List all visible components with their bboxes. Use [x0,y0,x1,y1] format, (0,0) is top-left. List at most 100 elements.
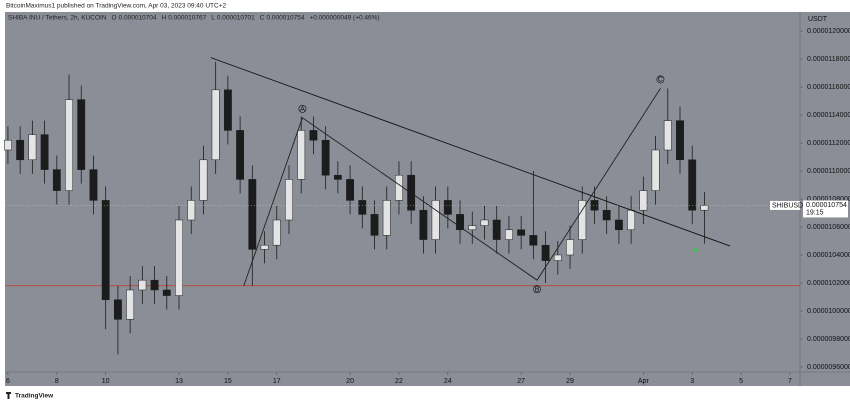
y-tick-label: 0.0000120000 [807,28,850,35]
candle-body [370,214,379,236]
ohlc-legend: H [162,15,167,22]
ohlc-legend: 0.000010767 [168,15,206,22]
candle-body [77,99,86,170]
x-tick-label: 27 [517,378,525,385]
candle-body [150,279,159,291]
x-tick-label: 13 [175,378,183,385]
ohlc-legend: 0.000010704 [119,15,157,22]
x-tick-label: Apr [638,378,650,385]
candle-body [138,279,147,291]
candle-body [419,209,428,240]
candle-body [211,89,220,161]
candle-body [492,219,501,240]
candle-body [297,130,306,180]
candle-body [126,289,135,320]
candle-body [468,225,477,231]
x-tick-label: 5 [739,378,743,385]
candle-body [639,190,648,211]
candle-body [28,134,37,161]
y-tick-label: 0.0000108000 [807,196,850,203]
y-tick-label: 0.0000104000 [807,252,850,259]
candle-body [65,99,73,191]
candle-body [260,244,269,250]
x-tick-label: 17 [273,378,281,385]
wave-label: A [300,106,305,113]
y-tick-label: 0.0000100000 [807,308,850,315]
y-tick-label: 0.0000116000 [807,84,850,91]
symbol-legend: SHIBA INU / Tethers, 2h, KUCOIN [8,15,107,22]
candle-body [505,229,513,240]
y-tick-label: 0.0000114000 [807,112,850,119]
candle-body [16,139,25,161]
candle-body [223,89,232,131]
candle-body [382,200,391,236]
trend-line [210,57,731,247]
candle-body [285,179,293,221]
candle-body [346,179,354,201]
candle-body [688,159,697,211]
candle-body [101,200,110,301]
axis-unit: USDT [808,16,828,23]
candle-body [517,229,526,236]
candle-body [40,134,49,170]
footer-brand: TradingView [15,393,54,400]
candle-body [456,214,464,231]
candle-body [663,120,672,151]
wave-label-circle [656,75,665,84]
ohlc-legend: O [112,15,117,22]
candle-body [614,219,623,231]
candle-body [590,200,599,211]
candle-body [541,244,550,261]
ohlc-legend: +0.000000049 (+0.46%) [309,15,379,22]
ohlc-legend: 0.000010701 [217,15,255,22]
candle-body [443,200,452,215]
candle-body [4,139,12,151]
candle-body [553,254,562,261]
x-tick-label: 10 [102,378,110,385]
y-tick-label: 0.0000106000 [807,224,850,231]
y-tick-label: 0.0000102000 [807,280,850,287]
y-tick-label: 0.0000096000 [807,364,850,371]
wave-label-circle [533,285,541,294]
candle-body [333,174,342,180]
ohlc-legend: 0.000010754 [267,15,305,22]
candle-body [627,209,636,231]
ohlc-legend: L [211,15,215,22]
wave-label: B [535,286,540,293]
x-tick-label: 7 [788,378,792,385]
candle-body [52,169,61,191]
candle-body [566,239,574,256]
candle-body [162,289,171,296]
candle-body [89,169,98,201]
wave-label-circle [298,104,307,113]
candle-body [175,219,183,296]
candle-body [113,299,122,320]
price-tag-bg [803,200,848,218]
x-tick-label: 20 [346,378,354,385]
price-countdown: 19:15 [806,209,824,216]
candle-body [700,205,709,211]
candle-body [676,120,684,161]
candle-body [651,149,660,191]
symbol-tag: SHIBUSDT [772,202,808,209]
candle-body [321,139,330,176]
x-tick-label: 3 [690,378,694,385]
candle-body [602,209,611,221]
x-tick-label: 8 [55,378,59,385]
candle-body [431,200,440,240]
candle-body [358,200,367,215]
publisher: BitcoinMaximus1 published on TradingView… [6,3,226,10]
y-tick-label: 0.0000110000 [807,168,850,175]
x-tick-label: 6 [6,378,10,385]
x-tick-label: 15 [224,378,232,385]
candle-body [309,130,318,141]
price-tag: 0.000010754 [806,202,847,209]
candle-body [187,200,196,221]
candle-body [578,200,587,240]
y-tick-label: 0.0000112000 [807,140,850,147]
brand-logo [6,392,11,399]
candle-body [248,179,257,250]
candle-body [236,130,245,180]
chart-bg [5,12,850,386]
